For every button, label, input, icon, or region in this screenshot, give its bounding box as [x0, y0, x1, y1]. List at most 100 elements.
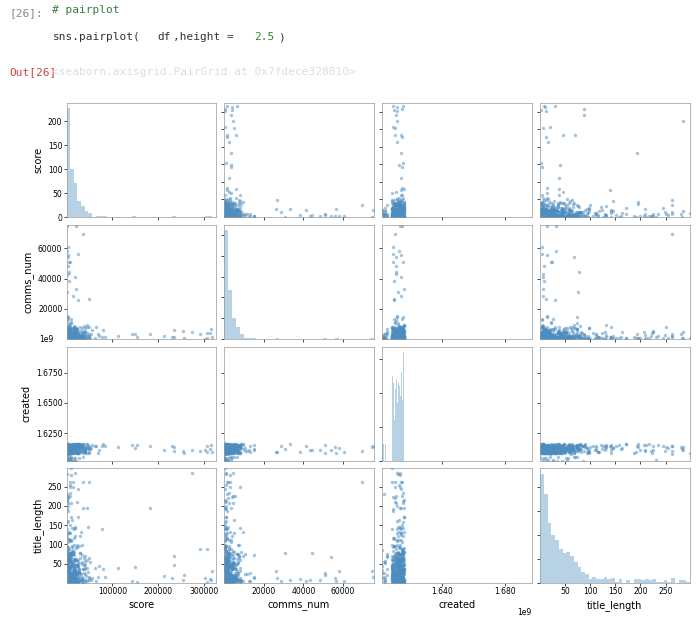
- Point: [219, 574, 230, 584]
- Point: [61, 441, 72, 451]
- Point: [393, 159, 405, 169]
- Point: [393, 548, 404, 558]
- Point: [232, 210, 243, 220]
- Point: [390, 253, 401, 263]
- Point: [387, 331, 398, 341]
- Point: [395, 578, 406, 588]
- Point: [397, 212, 408, 222]
- Point: [395, 333, 406, 343]
- Point: [390, 212, 401, 222]
- Point: [77, 559, 88, 569]
- Point: [64, 333, 75, 343]
- Point: [572, 333, 583, 343]
- Point: [551, 446, 562, 456]
- Point: [226, 556, 237, 566]
- Point: [386, 563, 398, 573]
- Point: [567, 199, 578, 209]
- Point: [63, 326, 74, 336]
- Point: [64, 328, 76, 338]
- Point: [547, 256, 558, 266]
- Point: [397, 571, 408, 581]
- Point: [541, 193, 552, 203]
- Point: [206, 324, 217, 335]
- Point: [68, 442, 79, 452]
- Point: [64, 444, 75, 454]
- Point: [76, 575, 87, 585]
- Point: [223, 443, 234, 453]
- Point: [572, 446, 583, 456]
- Point: [386, 334, 398, 344]
- Point: [398, 206, 409, 216]
- Point: [535, 324, 546, 334]
- Point: [563, 203, 574, 214]
- Point: [398, 324, 409, 335]
- Point: [225, 210, 236, 220]
- Point: [79, 334, 90, 344]
- Point: [225, 209, 237, 219]
- Point: [219, 447, 230, 457]
- Point: [228, 211, 239, 221]
- Point: [541, 333, 552, 343]
- Point: [397, 560, 408, 570]
- Point: [219, 446, 230, 456]
- Point: [232, 210, 243, 220]
- Point: [590, 442, 601, 452]
- Point: [223, 209, 235, 219]
- Point: [396, 551, 407, 561]
- Point: [662, 209, 673, 219]
- Point: [228, 445, 239, 455]
- Point: [219, 528, 230, 538]
- Point: [392, 329, 403, 340]
- Point: [540, 332, 552, 342]
- Point: [632, 333, 643, 343]
- Point: [235, 439, 246, 449]
- Point: [69, 576, 80, 586]
- Point: [62, 455, 73, 465]
- Point: [393, 209, 405, 219]
- Point: [226, 564, 237, 575]
- Point: [69, 332, 80, 342]
- Point: [228, 560, 239, 570]
- Point: [587, 328, 598, 338]
- Point: [539, 212, 550, 222]
- Point: [392, 195, 403, 205]
- Point: [226, 441, 237, 451]
- Point: [61, 442, 72, 452]
- Point: [544, 205, 555, 215]
- Point: [395, 207, 407, 217]
- Point: [535, 204, 546, 214]
- Point: [550, 447, 561, 457]
- Point: [394, 577, 405, 587]
- Point: [223, 444, 235, 454]
- Point: [391, 210, 402, 220]
- Point: [387, 568, 398, 578]
- Point: [219, 209, 230, 219]
- Point: [551, 211, 562, 221]
- Point: [226, 188, 237, 198]
- Point: [554, 197, 566, 207]
- Point: [67, 482, 78, 492]
- Point: [231, 206, 242, 216]
- Point: [67, 566, 78, 576]
- Point: [62, 570, 74, 580]
- Point: [391, 206, 402, 216]
- Bar: [649, 580, 652, 583]
- Point: [389, 570, 400, 580]
- Point: [538, 445, 549, 455]
- Point: [64, 444, 75, 454]
- Point: [394, 333, 405, 343]
- Point: [536, 161, 547, 171]
- Point: [68, 326, 79, 336]
- Point: [554, 441, 566, 451]
- Point: [222, 204, 233, 214]
- Point: [387, 573, 398, 583]
- Point: [542, 445, 554, 455]
- Point: [537, 448, 548, 458]
- Point: [61, 570, 72, 580]
- Point: [389, 577, 400, 587]
- Point: [225, 563, 237, 573]
- Point: [546, 210, 557, 220]
- Point: [538, 201, 549, 211]
- Point: [394, 206, 405, 216]
- Point: [610, 333, 621, 343]
